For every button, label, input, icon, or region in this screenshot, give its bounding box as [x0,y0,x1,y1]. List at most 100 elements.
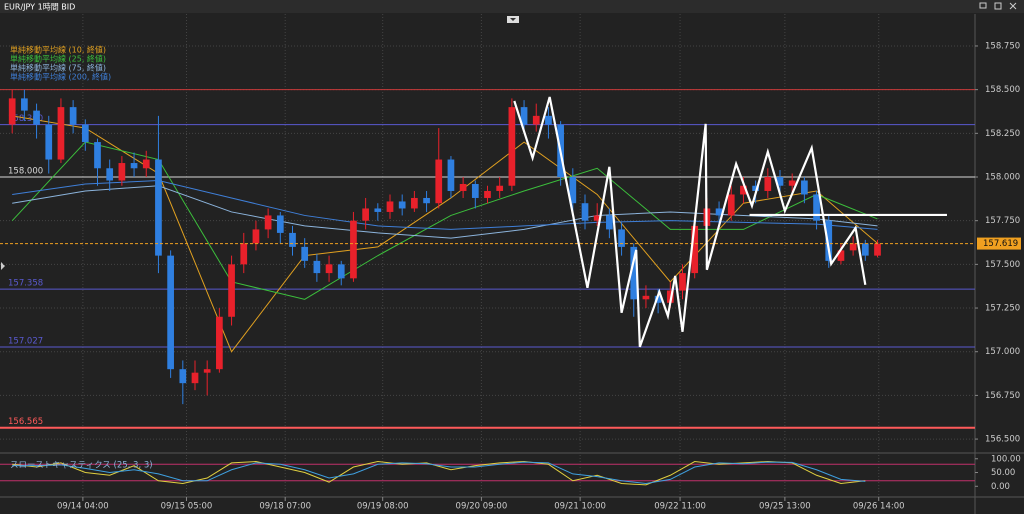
candle-body [837,250,845,261]
y-tick-label: 158.250 [985,129,1020,139]
scroll-marker[interactable] [1,262,5,270]
candle-body [545,115,552,125]
candle-body [825,220,833,261]
level-label: 158.000 [8,167,43,177]
candle-body [581,203,589,221]
candle-body [81,124,89,143]
x-tick-label: 09/20 09:00 [456,502,508,512]
window-restore[interactable] [994,2,1002,10]
candle-body [849,243,857,251]
y-tick-label: 157.750 [985,216,1020,226]
candle-body [447,159,455,191]
candle-body [337,264,345,279]
candle-body [8,98,16,125]
candle-body [45,124,53,160]
candle-body [484,190,491,198]
candle-body [411,197,418,209]
last-price-tag [977,237,1021,250]
candle-body [508,107,516,186]
legend-entry: 単純移動平均線 (200, 終値) [10,72,111,82]
candle-body [471,183,479,198]
y-tick-label: 156.750 [985,391,1020,401]
candle-body [679,273,686,291]
candle-body [715,208,723,216]
candle-body [496,185,504,191]
level-label: 156.565 [8,417,43,427]
chart-title: EUR/JPY 1時間 BID [4,3,75,12]
candle-body [801,180,808,195]
candle-body [630,246,638,300]
candle-body [313,260,321,274]
candle-body [606,215,613,230]
candle-body [764,177,772,191]
candle-body [423,197,430,204]
window-minimize[interactable] [979,2,987,9]
candle-body [618,229,625,247]
stochastic-line [12,461,866,485]
candle-body [691,225,699,274]
trend-drawing [513,96,867,348]
last-price-label: 157.619 [983,239,1018,249]
candle-body [752,185,759,191]
y-tick-label: 156.500 [985,435,1020,445]
y-tick-label: 0.00 [991,482,1010,492]
candle-body [179,369,187,384]
y-tick-label: 100.00 [991,454,1021,464]
candle-body [642,295,650,300]
candle-body [94,142,101,169]
legend-entry: 単純移動平均線 (25, 終値) [10,54,106,64]
candle-body [374,208,382,212]
candle-body [252,229,260,244]
legend-entry: 単純移動平均線 (75, 終値) [10,63,106,73]
candle-body [142,159,150,169]
candle-body [228,264,235,317]
level-label: 158.300 [8,114,43,124]
x-tick-label: 09/18 07:00 [259,502,311,512]
candle-body [203,369,211,373]
candle-body [264,215,272,230]
candle-body [861,243,869,256]
candle-body [459,183,467,191]
candle-body [33,110,40,125]
candle-body [57,107,65,160]
window-close[interactable] [1009,2,1017,10]
candle-body [398,201,406,209]
collapse-icon [510,18,516,21]
candle-body [362,208,369,221]
candle-body [240,243,248,265]
candle-body [654,295,662,303]
legend-entry: 単純移動平均線 (10, 終値) [10,45,106,55]
candle-body [593,215,601,221]
candle-body [435,159,443,204]
candle-body [289,232,296,247]
candle-body [569,177,577,204]
candle-body [532,115,540,125]
candle-body [167,255,174,370]
x-tick-label: 09/25 13:00 [759,502,811,512]
candle-body [520,107,528,125]
candle-body [813,194,820,221]
candle-body [191,372,199,384]
candle-body [301,246,309,261]
candle-body [216,316,223,370]
candle-body [386,201,394,212]
candle-body [106,168,114,181]
candle-body [130,163,138,169]
y-tick-label: 158.750 [985,41,1020,51]
x-tick-label: 09/21 10:00 [554,502,606,512]
x-tick-label: 09/15 05:00 [161,502,213,512]
x-tick-label: 09/19 08:00 [357,502,409,512]
candle-body [325,264,333,274]
candle-body [21,98,28,111]
candle-body [350,220,357,279]
y-tick-label: 157.000 [985,347,1020,357]
y-tick-label: 158.500 [985,85,1020,95]
candle-body [69,107,77,125]
x-tick-label: 09/14 04:00 [57,502,109,512]
level-label: 157.027 [8,336,43,346]
candle-body [776,177,784,186]
candle-body [727,194,735,216]
